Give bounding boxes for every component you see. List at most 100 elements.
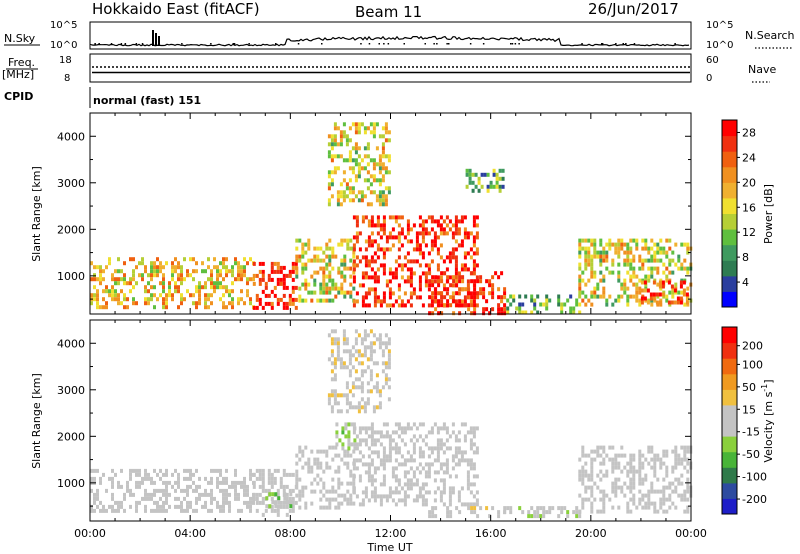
echo-cell	[298, 286, 302, 291]
echo-cell	[400, 454, 404, 459]
echo-cell	[204, 476, 207, 481]
echo-cell	[336, 337, 340, 342]
echo-cell	[489, 180, 493, 185]
freq-label: Freq.	[8, 56, 35, 69]
echo-cell	[333, 365, 337, 370]
echo-cell	[210, 468, 213, 473]
echo-cell	[342, 393, 346, 398]
echo-cell	[349, 282, 353, 287]
echo-cell	[93, 293, 96, 298]
echo-cell	[174, 504, 177, 509]
echo-cell	[325, 489, 329, 494]
echo-cell	[632, 254, 636, 259]
echo-cell	[105, 285, 108, 290]
echo-cell	[381, 126, 385, 131]
echo-cell	[234, 488, 237, 493]
echo-cell	[403, 462, 407, 467]
echo-cell	[267, 277, 271, 282]
echo-cell	[111, 273, 114, 278]
echo-cell	[348, 401, 352, 406]
echo-cell	[575, 510, 579, 515]
echo-cell	[464, 287, 468, 292]
echo-cell	[348, 158, 352, 163]
echo-cell	[117, 297, 120, 302]
echo-cell	[424, 442, 428, 447]
echo-cell	[382, 462, 386, 467]
echo-cell	[602, 457, 606, 462]
nsearch-dot	[210, 43, 212, 45]
echo-cell	[147, 281, 150, 286]
echo-cell	[352, 462, 356, 467]
echo-cell	[144, 476, 147, 481]
echo-cell	[662, 294, 666, 299]
echo-cell	[366, 178, 370, 183]
echo-cell	[599, 489, 603, 494]
echo-cell	[265, 504, 269, 509]
echo-cell	[357, 401, 361, 406]
echo-cell	[273, 508, 277, 513]
echo-cell	[138, 468, 141, 473]
echo-cell	[461, 275, 465, 280]
echo-cell	[331, 298, 335, 303]
echo-cell	[635, 238, 639, 243]
echo-cell	[382, 227, 386, 232]
echo-cell	[475, 303, 479, 308]
echo-cell	[117, 293, 120, 298]
echo-cell	[228, 500, 231, 505]
echo-cell	[336, 166, 340, 171]
echo-cell	[162, 508, 165, 513]
echo-cell	[641, 505, 645, 510]
echo-cell	[255, 293, 259, 298]
echo-cell	[282, 305, 286, 310]
echo-cell	[451, 490, 455, 495]
echo-cell	[288, 301, 292, 306]
echo-cell	[358, 430, 362, 435]
echo-cell	[439, 426, 443, 431]
echo-cell	[614, 242, 618, 247]
echo-cell	[258, 301, 262, 306]
echo-cell	[351, 353, 355, 358]
echo-cell	[454, 223, 458, 228]
echo-cell	[611, 461, 615, 466]
echo-cell	[584, 250, 588, 255]
echo-cell	[363, 353, 367, 358]
echo-cell	[428, 514, 432, 519]
echo-cell	[683, 493, 687, 498]
echo-cell	[340, 493, 344, 498]
echo-cell	[174, 496, 177, 501]
echo-cell	[403, 490, 407, 495]
echo-cell	[360, 405, 364, 410]
echo-cell	[677, 453, 681, 458]
echo-cell	[638, 449, 642, 454]
echo-cell	[596, 445, 600, 450]
echo-cell	[328, 274, 332, 279]
echo-cell	[120, 269, 123, 274]
echo-cell	[219, 508, 222, 513]
echo-cell	[530, 298, 534, 303]
echo-cell	[403, 303, 407, 308]
echo-cell	[353, 442, 357, 447]
echo-cell	[328, 254, 332, 259]
echo-cell	[96, 488, 99, 493]
echo-cell	[421, 482, 425, 487]
echo-cell	[638, 481, 642, 486]
echo-cell	[301, 262, 305, 267]
echo-cell	[448, 219, 452, 224]
echo-cell	[258, 269, 262, 274]
echo-region	[335, 422, 357, 451]
echo-cell	[180, 281, 183, 286]
echo-cell	[198, 484, 201, 489]
echo-cell	[225, 289, 228, 294]
echo-cell	[111, 476, 114, 481]
echo-cell	[282, 277, 286, 282]
echo-cell	[430, 303, 434, 308]
echo-cell	[174, 488, 177, 493]
echo-cell	[147, 273, 150, 278]
echo-cell	[252, 261, 256, 266]
echo-cell	[355, 458, 359, 463]
echo-cell	[551, 506, 555, 511]
echo-cell	[210, 496, 213, 501]
echo-cell	[336, 353, 340, 358]
echo-cell	[536, 506, 540, 511]
echo-cell	[252, 305, 256, 310]
